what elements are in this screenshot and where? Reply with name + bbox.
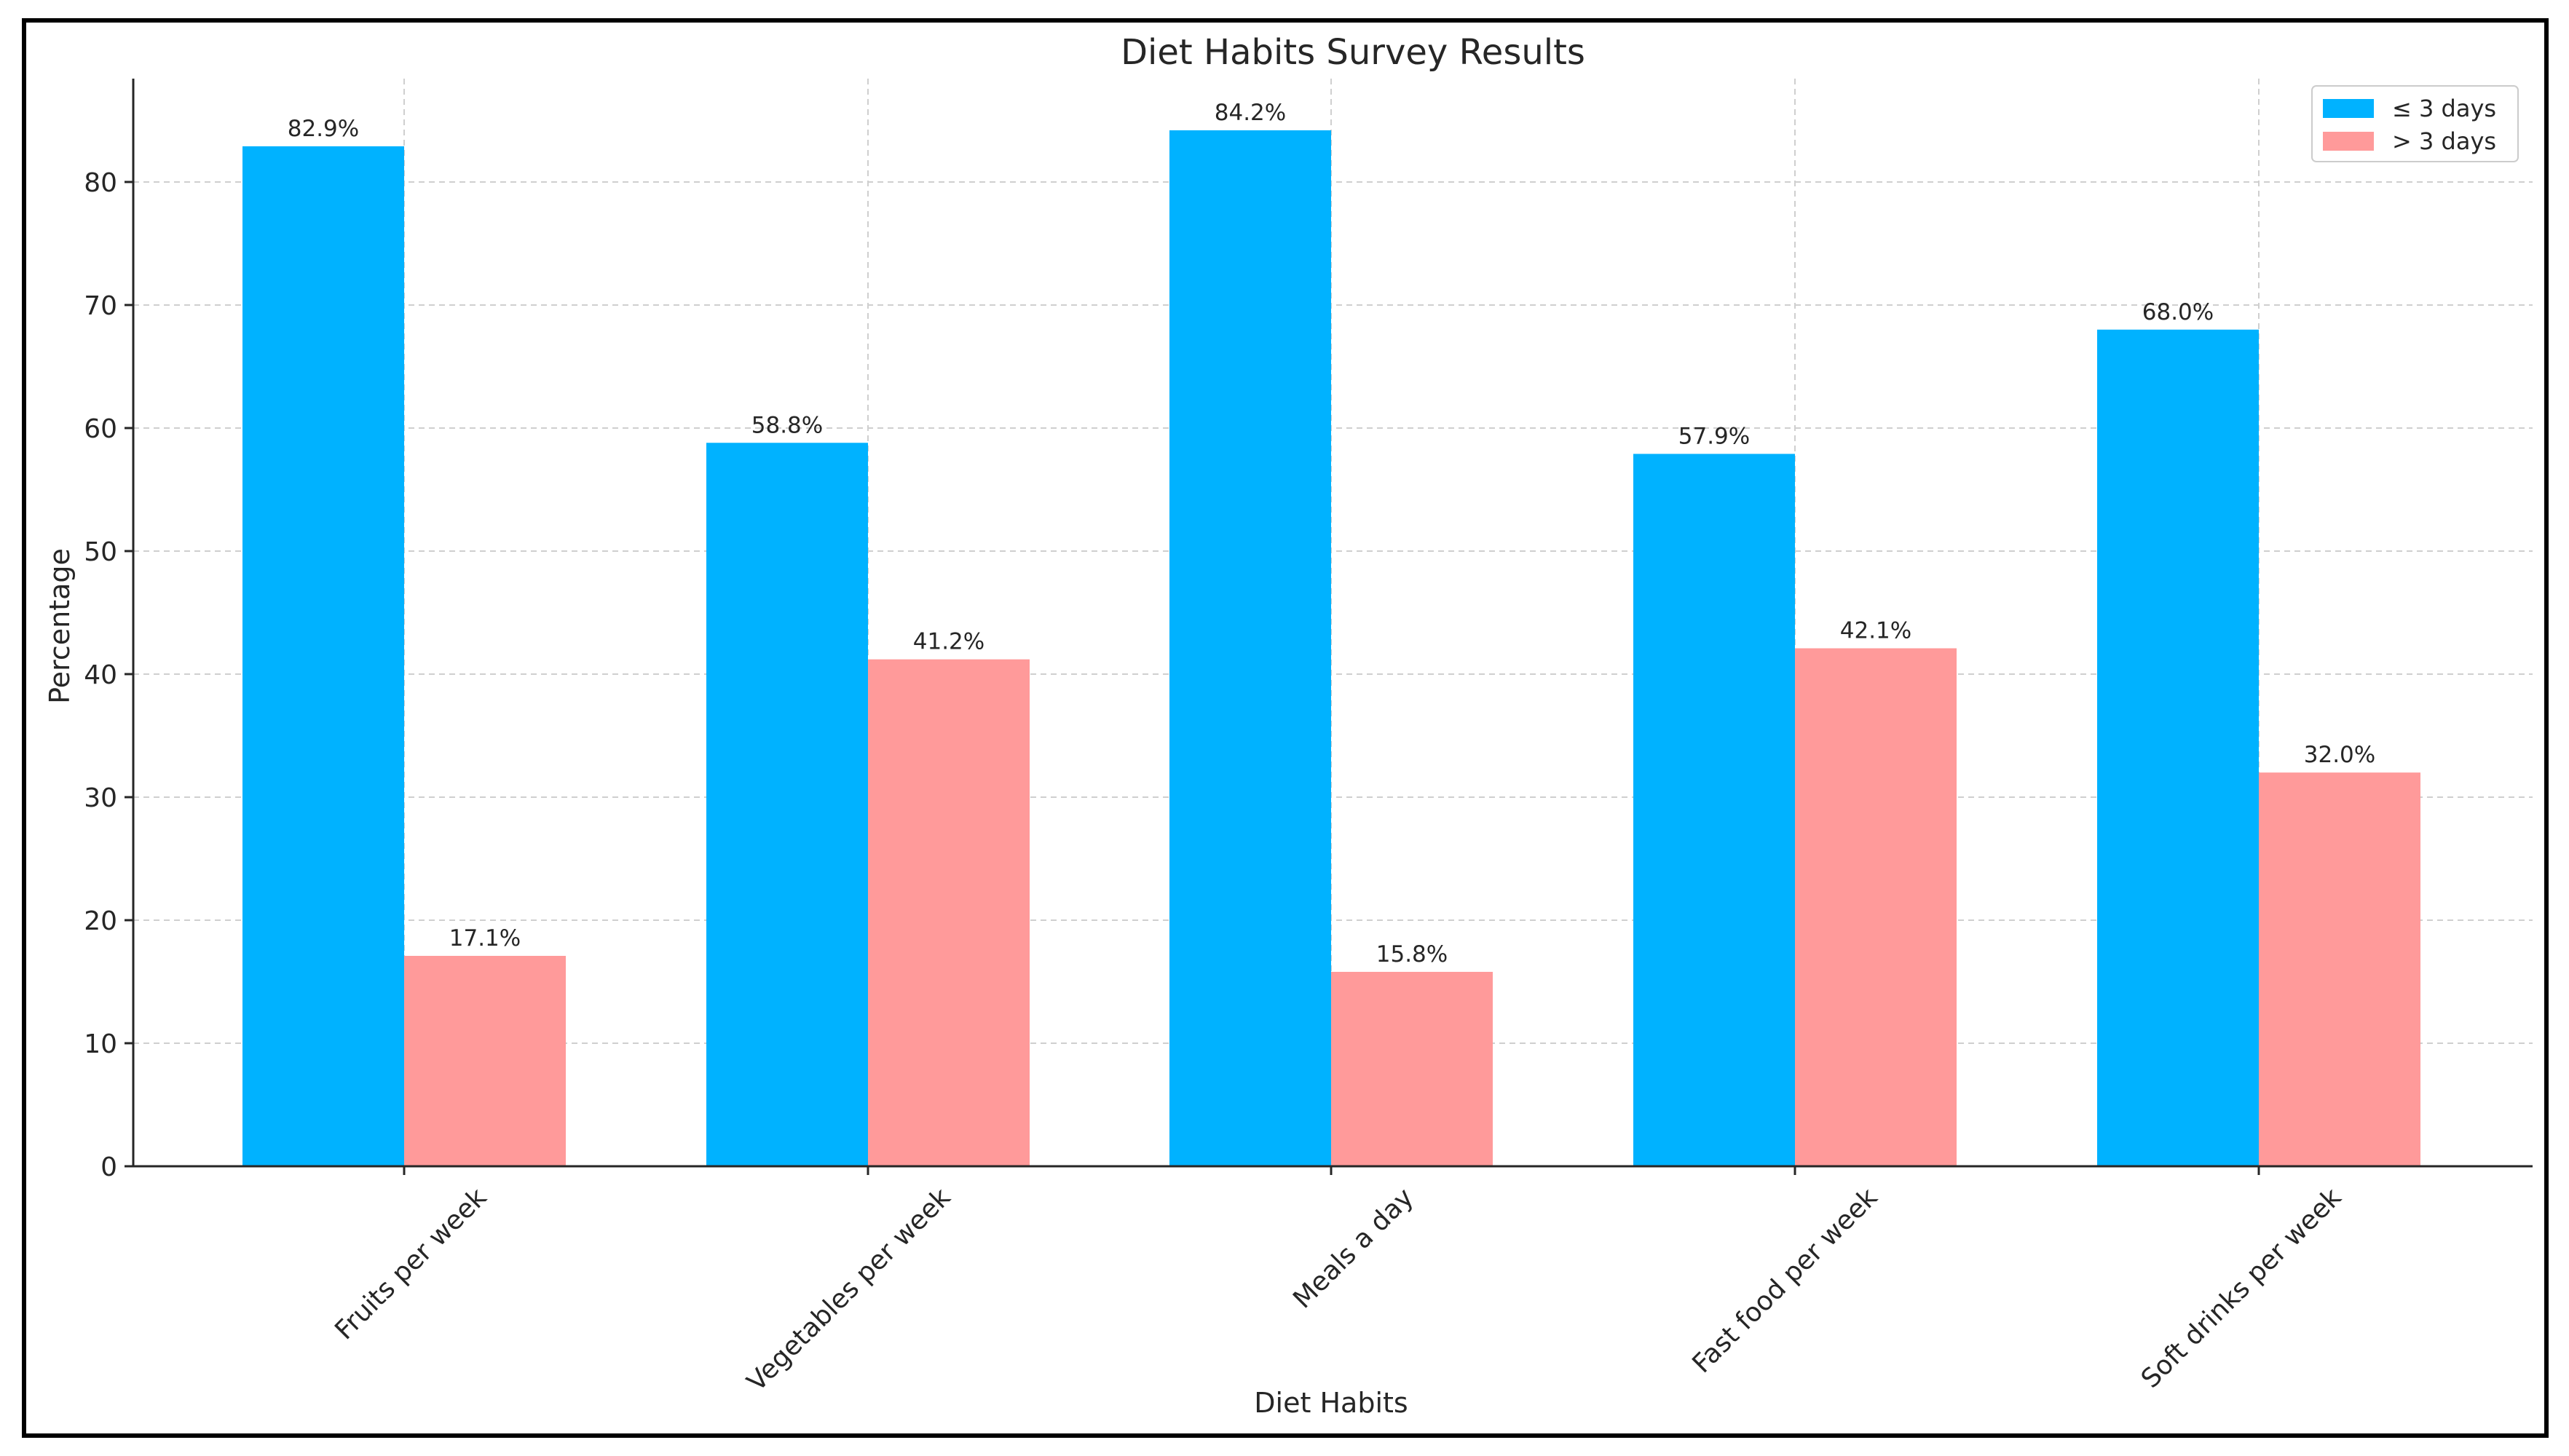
- x-tick-label: Meals a day: [1287, 1182, 1419, 1314]
- chart-title: Diet Habits Survey Results: [1121, 32, 1585, 73]
- bar-value-label: 57.9%: [1678, 423, 1750, 449]
- x-ticks: Fruits per week Vegetables per week Meals …: [329, 1166, 2347, 1397]
- y-tick-label: 80: [84, 168, 117, 198]
- x-axis-title: Diet Habits: [1254, 1387, 1408, 1419]
- bar-value-label: 17.1%: [449, 925, 521, 951]
- legend-label: > 3 days: [2392, 127, 2496, 155]
- bar: [1169, 130, 1331, 1166]
- legend-swatch: [2323, 99, 2374, 118]
- bar: [2097, 329, 2259, 1166]
- x-tick-label: Fruits per week: [329, 1182, 492, 1345]
- legend-swatch: [2323, 132, 2374, 151]
- bar-value-label: 42.1%: [1840, 617, 1911, 644]
- x-tick-label: Vegetables per week: [741, 1182, 956, 1397]
- bar: [1331, 971, 1493, 1166]
- bar: [242, 146, 404, 1166]
- bar-value-label: 32.0%: [2304, 742, 2375, 768]
- bars: 82.9% 58.8% 84.2% 57.9% 68.0% 17.1% 41.2% 15.8%…: [242, 100, 2420, 1166]
- bar: [706, 443, 868, 1166]
- bar-value-label: 68.0%: [2142, 299, 2214, 325]
- y-axis-title: Percentage: [44, 548, 76, 704]
- y-ticks: 0 10 20 30 40 50 60 70 80: [84, 168, 133, 1182]
- y-tick-label: 10: [84, 1029, 117, 1059]
- bar: [404, 956, 566, 1166]
- bar: [1633, 454, 1795, 1166]
- bar-value-label: 82.9%: [288, 116, 359, 142]
- x-tick-label: Soft drinks per week: [2136, 1182, 2348, 1394]
- bar-value-label: 41.2%: [913, 629, 984, 655]
- y-tick-label: 50: [84, 537, 117, 567]
- bar: [2259, 772, 2420, 1166]
- bar: [868, 659, 1030, 1166]
- y-tick-label: 60: [84, 414, 117, 444]
- legend: ≤ 3 days > 3 days: [2311, 85, 2519, 162]
- y-tick-label: 0: [100, 1152, 117, 1182]
- bar-value-label: 15.8%: [1376, 941, 1448, 968]
- y-tick-label: 40: [84, 660, 117, 690]
- axes: [132, 79, 2533, 1168]
- y-tick-label: 20: [84, 906, 117, 936]
- y-tick-label: 70: [84, 291, 117, 321]
- x-tick-label: Fast food per week: [1687, 1182, 1884, 1379]
- y-tick-label: 30: [84, 783, 117, 813]
- legend-label: ≤ 3 days: [2392, 95, 2496, 122]
- bar-value-label: 84.2%: [1215, 100, 1286, 126]
- bar: [1795, 648, 1957, 1166]
- bar-value-label: 58.8%: [751, 412, 823, 438]
